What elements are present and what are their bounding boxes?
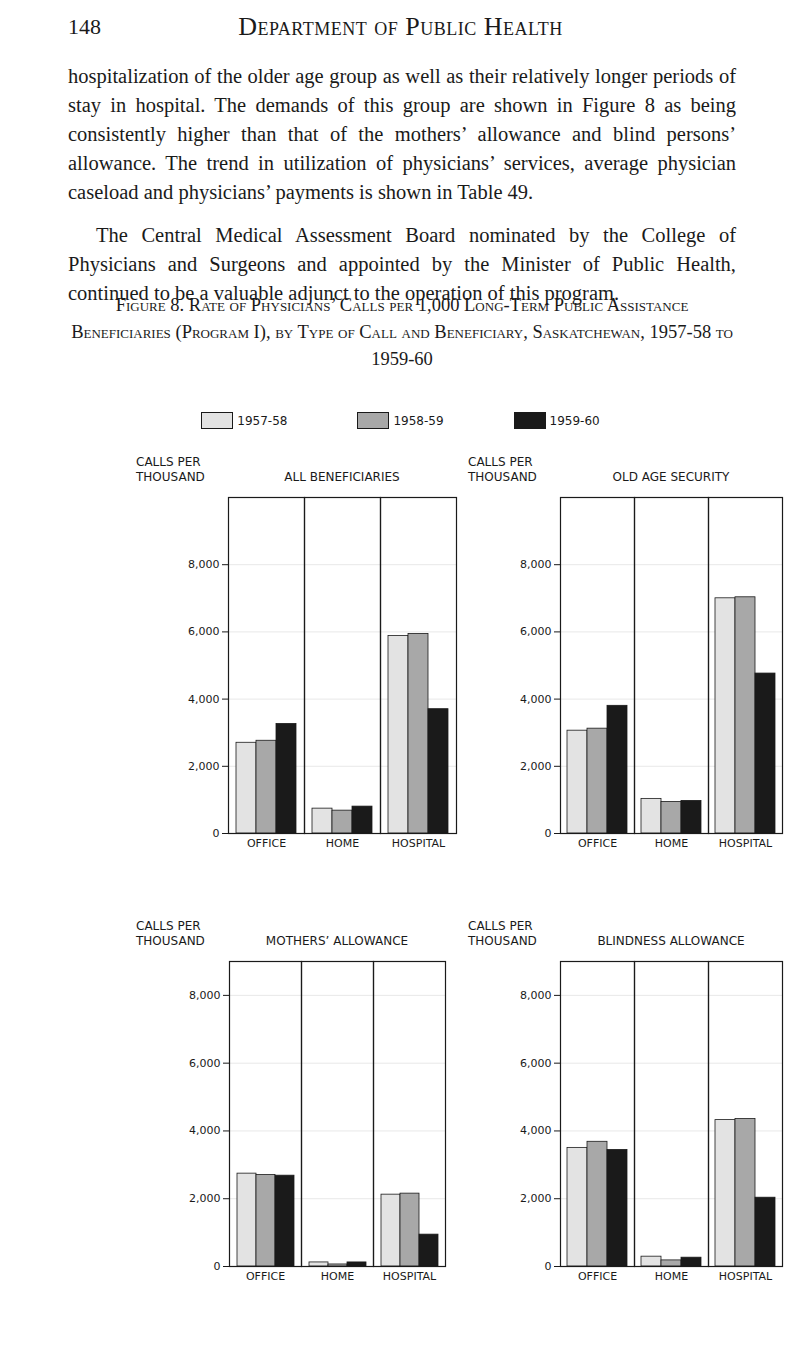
svg-text:HOSPITAL: HOSPITAL <box>719 837 773 850</box>
svg-text:HOME: HOME <box>326 837 359 850</box>
svg-text:6,000: 6,000 <box>520 1057 552 1070</box>
svg-text:8,000: 8,000 <box>520 558 552 571</box>
html-text:CALLS PER THOUSAND: CALLS PER THOUSAND <box>468 455 537 484</box>
svg-text:6,000: 6,000 <box>520 625 552 638</box>
html-text:The Central Medical Assessment: The Central Medical Assessment Board nom… <box>68 224 736 304</box>
svg-text:4,000: 4,000 <box>520 693 552 706</box>
html-text:ALL BENEFICIARIES: ALL BENEFICIARIES <box>284 470 400 484</box>
html-text:1957-58: 1957-58 <box>237 413 288 428</box>
svg-text:4,000: 4,000 <box>520 1124 552 1137</box>
svg-text:4,000: 4,000 <box>188 693 220 706</box>
svg-text:OFFICE: OFFICE <box>247 837 286 850</box>
svg-text:2,000: 2,000 <box>520 760 552 773</box>
svg-text:OFFICE: OFFICE <box>578 837 617 850</box>
svg-text:8,000: 8,000 <box>189 989 221 1002</box>
html-text:BLINDNESS ALLOWANCE: BLINDNESS ALLOWANCE <box>597 934 745 948</box>
svg-text:0: 0 <box>545 1260 552 1273</box>
html-text:1958-59: 1958-59 <box>393 413 444 428</box>
svg-text:HOME: HOME <box>321 1270 354 1283</box>
html-text:hospitalization of the older a: hospitalization of the older age group a… <box>68 65 736 203</box>
svg-text:8,000: 8,000 <box>188 558 220 571</box>
svg-text:HOSPITAL: HOSPITAL <box>383 1270 437 1283</box>
svg-text:HOSPITAL: HOSPITAL <box>719 1270 773 1283</box>
svg-text:8,000: 8,000 <box>520 989 552 1002</box>
svg-text:2,000: 2,000 <box>189 1192 221 1205</box>
html-text:CALLS PER THOUSAND: CALLS PER THOUSAND <box>136 455 205 484</box>
html-text:CALLS PER THOUSAND: CALLS PER THOUSAND <box>136 919 205 948</box>
html-text:Figure 8. Rate of Physicians’: Figure 8. Rate of Physicians’ Calls per … <box>71 295 733 369</box>
svg-text:6,000: 6,000 <box>188 625 220 638</box>
svg-text:0: 0 <box>213 827 220 840</box>
svg-text:HOME: HOME <box>655 1270 688 1283</box>
svg-text:6,000: 6,000 <box>189 1057 221 1070</box>
html-text:CALLS PER THOUSAND: CALLS PER THOUSAND <box>468 919 537 948</box>
svg-text:OFFICE: OFFICE <box>246 1270 285 1283</box>
svg-text:0: 0 <box>545 827 552 840</box>
html-text:OLD AGE SECURITY: OLD AGE SECURITY <box>612 470 730 484</box>
svg-text:HOSPITAL: HOSPITAL <box>392 837 446 850</box>
html-text:MOTHERS’ ALLOWANCE: MOTHERS’ ALLOWANCE <box>265 934 409 948</box>
svg-text:0: 0 <box>214 1260 221 1273</box>
svg-text:2,000: 2,000 <box>520 1192 552 1205</box>
html-text:Department of Public Health: Department of Public Health <box>238 12 563 41</box>
html-text:1959-60: 1959-60 <box>549 413 600 428</box>
html-text:148: 148 <box>68 14 101 39</box>
svg-text:HOME: HOME <box>655 837 688 850</box>
svg-text:4,000: 4,000 <box>189 1124 221 1137</box>
svg-text:OFFICE: OFFICE <box>578 1270 617 1283</box>
svg-text:2,000: 2,000 <box>188 760 220 773</box>
